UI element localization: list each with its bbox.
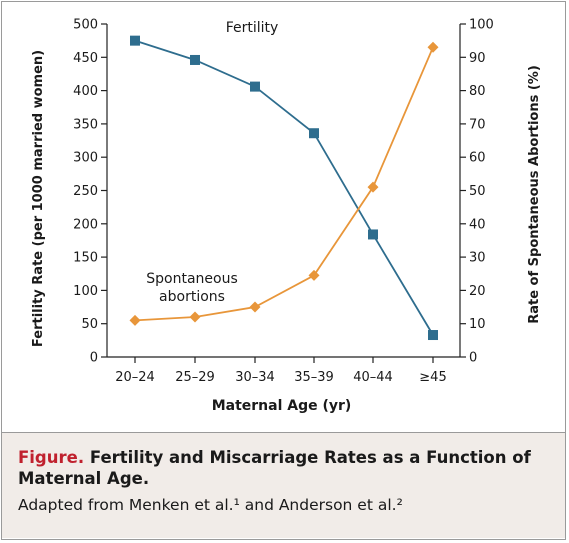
y-axis-left-label: Fertility Rate (per 1000 married women) bbox=[31, 50, 46, 347]
x-tick-label: 35–39 bbox=[294, 370, 334, 385]
y-right-tick-label: 20 bbox=[469, 284, 486, 299]
y-left-tick-label: 150 bbox=[73, 251, 98, 266]
y-right-tick-label: 80 bbox=[469, 84, 486, 99]
figure-caption: Figure. Fertility and Miscarriage Rates … bbox=[2, 432, 565, 538]
spontaneous-abortions-point bbox=[249, 301, 261, 313]
y-right-tick-label: 10 bbox=[469, 317, 486, 332]
y-right-tick-label: 50 bbox=[469, 184, 486, 199]
chart-area: 0 50 100 150 200 250 300 350 400 450 500 0 10 20 30 40 5… bbox=[2, 2, 567, 430]
caption-label: Figure. bbox=[18, 448, 85, 467]
axes: 0 50 100 150 200 250 300 350 400 450 500 0 10 20 30 40 5… bbox=[73, 18, 494, 386]
caption-source: Adapted from Menken et al.¹ and Anderson… bbox=[18, 496, 403, 514]
y-right-tick-label: 30 bbox=[469, 251, 486, 266]
y-right-tick-label: 60 bbox=[469, 151, 486, 166]
y-left-tick-label: 100 bbox=[73, 284, 98, 299]
y-left-tick-label: 450 bbox=[73, 51, 98, 66]
series-label-spontaneous-abortions-line2: abortions bbox=[159, 289, 225, 305]
chart: 0 50 100 150 200 250 300 350 400 450 500 0 10 20 30 40 5… bbox=[31, 18, 542, 415]
x-tick-label: 20–24 bbox=[115, 370, 155, 385]
y-axis-right-label: Rate of Spontaneous Abortions (%) bbox=[527, 65, 542, 324]
y-right-tick-label: 70 bbox=[469, 117, 486, 132]
caption-title: Fertility and Miscarriage Rates as a Fun… bbox=[18, 448, 531, 488]
y-left-tick-label: 0 bbox=[90, 351, 98, 366]
y-right-tick-label: 100 bbox=[469, 18, 494, 33]
spontaneous-abortions-point bbox=[129, 314, 141, 326]
x-tick-label: 40–44 bbox=[353, 370, 393, 385]
series-line-fertility bbox=[134, 39, 434, 336]
fertility-point bbox=[309, 128, 319, 139]
spontaneous-abortions-point bbox=[367, 181, 379, 193]
y-left-tick-label: 350 bbox=[73, 117, 98, 132]
y-left-tick-label: 200 bbox=[73, 217, 98, 232]
x-axis-label: Maternal Age (yr) bbox=[212, 398, 352, 414]
y-left-tick-label: 250 bbox=[73, 184, 98, 199]
fertility-point bbox=[368, 229, 378, 240]
y-left-tick-label: 400 bbox=[73, 84, 98, 99]
y-left-tick-label: 50 bbox=[81, 317, 98, 332]
y-right-tick-label: 40 bbox=[469, 217, 486, 232]
fertility-point bbox=[190, 54, 200, 65]
series-layer bbox=[129, 35, 439, 341]
labels-layer: Maternal Age (yr) Fertility Rate (per 100… bbox=[31, 20, 542, 414]
x-tick-label: 30–34 bbox=[235, 370, 275, 385]
fertility-point bbox=[250, 81, 260, 92]
spontaneous-abortions-point bbox=[189, 311, 201, 323]
x-tick-label: ≥45 bbox=[419, 370, 446, 385]
series-label-fertility: Fertility bbox=[226, 20, 279, 36]
spontaneous-abortions-point bbox=[427, 41, 439, 53]
fertility-point bbox=[130, 35, 140, 46]
series-line-spontaneous-abortions bbox=[134, 46, 434, 322]
caption-title-line: Figure. Fertility and Miscarriage Rates … bbox=[18, 447, 549, 489]
fertility-point bbox=[428, 330, 438, 341]
series-label-spontaneous-abortions-line1: Spontaneous bbox=[146, 271, 238, 287]
y-left-tick-label: 300 bbox=[73, 151, 98, 166]
y-left-tick-label: 500 bbox=[73, 18, 98, 33]
y-right-tick-label: 90 bbox=[469, 51, 486, 66]
spontaneous-abortions-point bbox=[308, 269, 320, 281]
y-right-tick-label: 0 bbox=[469, 351, 477, 366]
x-tick-label: 25–29 bbox=[175, 370, 215, 385]
